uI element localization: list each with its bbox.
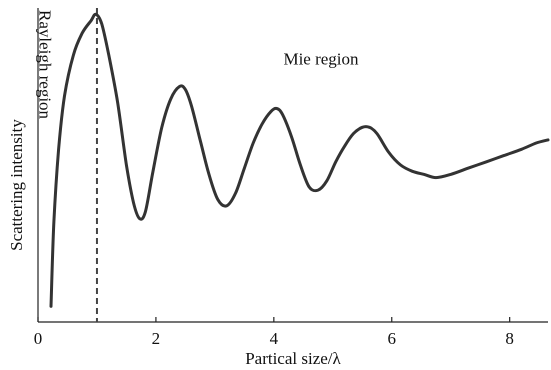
x-axis-label: Partical size/λ bbox=[245, 349, 341, 368]
plot-area: 0 2 4 6 8 bbox=[34, 8, 550, 348]
x-tick-label: 8 bbox=[505, 329, 514, 348]
annotation-mie-region: Mie region bbox=[283, 50, 359, 69]
x-ticks: 0 2 4 6 8 bbox=[34, 317, 514, 348]
x-tick-label: 2 bbox=[152, 329, 161, 348]
y-axis-label: Scattering intensity bbox=[7, 119, 26, 251]
x-tick-label: 4 bbox=[270, 329, 279, 348]
annotation-rayleigh-region: Rayleigh region bbox=[36, 10, 55, 120]
x-tick-label: 0 bbox=[34, 329, 43, 348]
x-tick-label: 6 bbox=[388, 329, 397, 348]
series-line bbox=[49, 12, 550, 308]
